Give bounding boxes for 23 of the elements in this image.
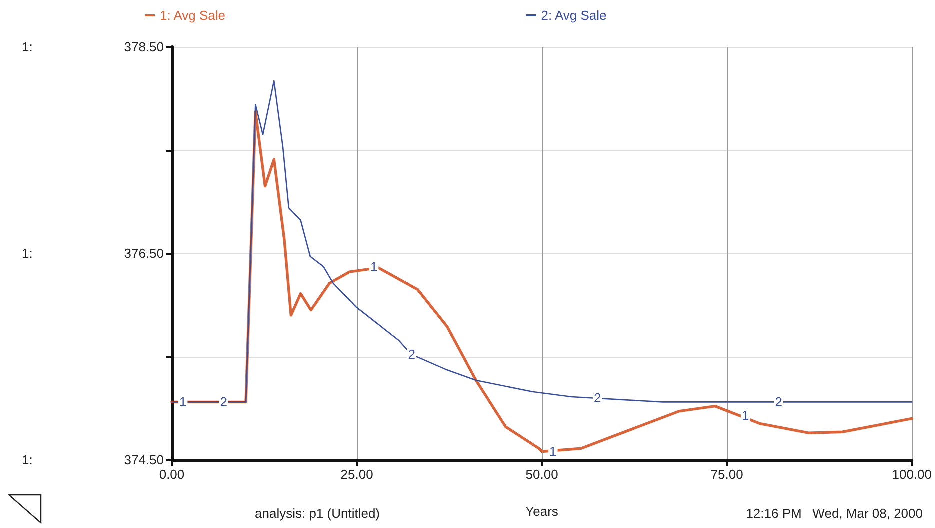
text: 1:: [22, 452, 33, 468]
text: 1:: [22, 40, 33, 54]
annotation: 1: [550, 444, 557, 460]
annotation: 2: [594, 390, 602, 406]
x-tick-label: 75.00: [710, 467, 744, 482]
annotation: 1: [179, 394, 187, 410]
annotation: 1: [742, 408, 750, 424]
annotation: 1: [370, 259, 378, 274]
annotation: 2: [220, 394, 228, 410]
y-tick-label: 378.50: [124, 40, 164, 54]
y-tick-label: 376.50: [124, 246, 164, 261]
x-tick-label: 25.00: [340, 467, 374, 482]
x-tick-label: 0.00: [159, 467, 185, 482]
legend-label: 1: Avg Sale: [160, 8, 226, 23]
text: 1:: [22, 246, 33, 261]
x-tick-label: 50.00: [526, 467, 558, 482]
text: 12:16 PM Wed, Mar 08, 2000: [746, 506, 924, 521]
legend-label: 2: Avg Sale: [541, 8, 607, 23]
x-axis-title: Years: [526, 504, 559, 519]
annotation: 2: [775, 394, 783, 410]
text: analysis: p1 (Untitled): [255, 506, 380, 521]
x-tick-label: 100.00: [892, 467, 932, 482]
y-tick-label: 374.50: [124, 452, 164, 468]
